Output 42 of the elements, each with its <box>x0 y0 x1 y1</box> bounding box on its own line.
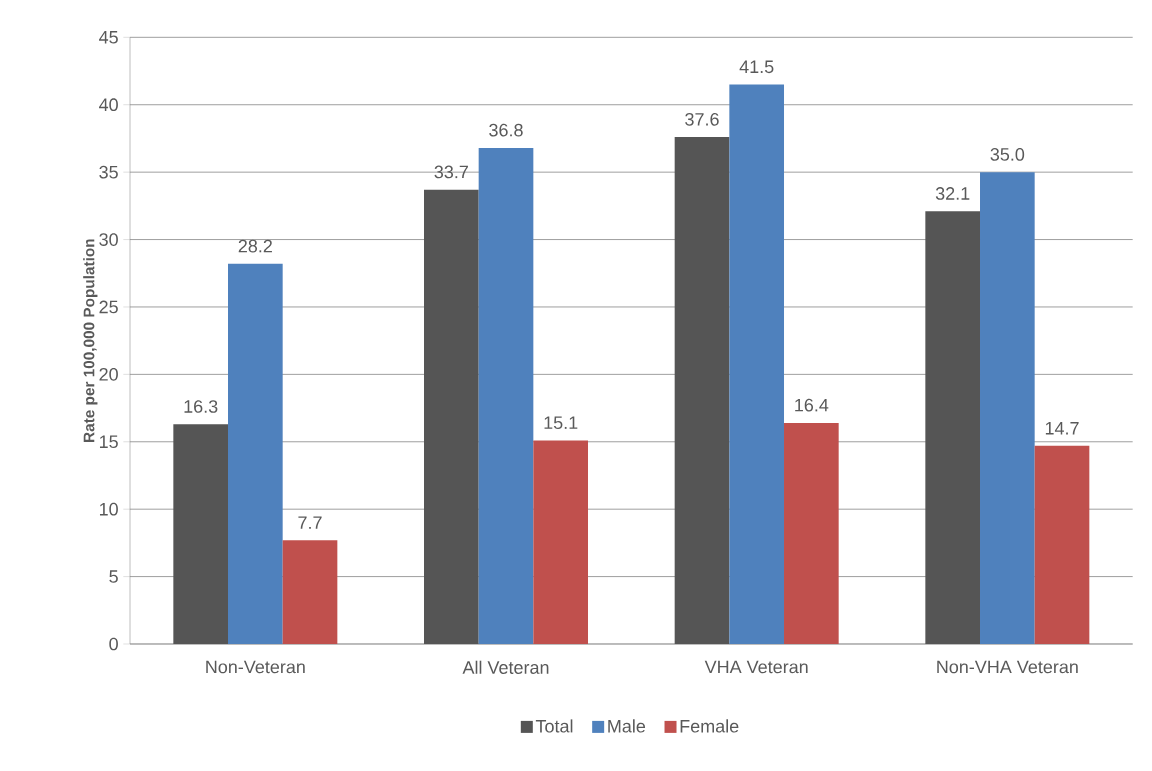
y-tick-label: 30 <box>99 233 118 246</box>
y-tick-label: 45 <box>99 31 118 44</box>
bar <box>478 147 534 644</box>
bar <box>173 424 228 644</box>
data-label: 16.3 <box>184 400 218 413</box>
bar <box>729 84 785 644</box>
y-axis-title: Rate per 100,000 Population <box>83 239 98 442</box>
data-label: 14.7 <box>1045 422 1079 435</box>
bar <box>1034 445 1090 644</box>
data-label: 15.1 <box>544 416 578 430</box>
legend-label: Male <box>608 719 646 733</box>
y-tick-label: 5 <box>109 570 118 583</box>
data-label: 28.2 <box>238 239 272 253</box>
bar <box>424 189 479 644</box>
legend-label: Female <box>680 719 739 733</box>
bar <box>980 172 1035 644</box>
data-label: 7.7 <box>298 516 322 529</box>
data-label: 41.5 <box>739 60 774 74</box>
data-label: 35.0 <box>990 148 1025 161</box>
x-tick-label: Non-Veteran <box>206 660 305 674</box>
bar <box>282 540 338 644</box>
bar <box>784 422 839 644</box>
y-tick-label: 15 <box>99 435 118 449</box>
data-label: 32.1 <box>935 187 970 200</box>
x-tick-label: Non-VHA Veteran <box>937 660 1078 674</box>
y-tick-label: 20 <box>99 368 118 381</box>
y-tick-label: 25 <box>99 300 118 314</box>
legend-label: Total <box>535 719 573 733</box>
bar <box>925 211 981 644</box>
bar <box>228 263 283 644</box>
bar <box>533 440 589 644</box>
x-tick-label: All Veteran <box>462 660 549 674</box>
y-tick-label: 40 <box>99 98 118 112</box>
bar <box>674 137 730 644</box>
x-tick-label: VHA Veteran <box>704 660 808 674</box>
y-tick-label: 35 <box>99 165 118 179</box>
data-label: 16.4 <box>795 398 829 412</box>
data-label: 36.8 <box>489 123 523 137</box>
y-tick-label: 0 <box>109 637 118 651</box>
data-label: 33.7 <box>434 165 468 179</box>
data-label: 37.6 <box>685 112 719 126</box>
y-tick-label: 10 <box>99 502 118 516</box>
